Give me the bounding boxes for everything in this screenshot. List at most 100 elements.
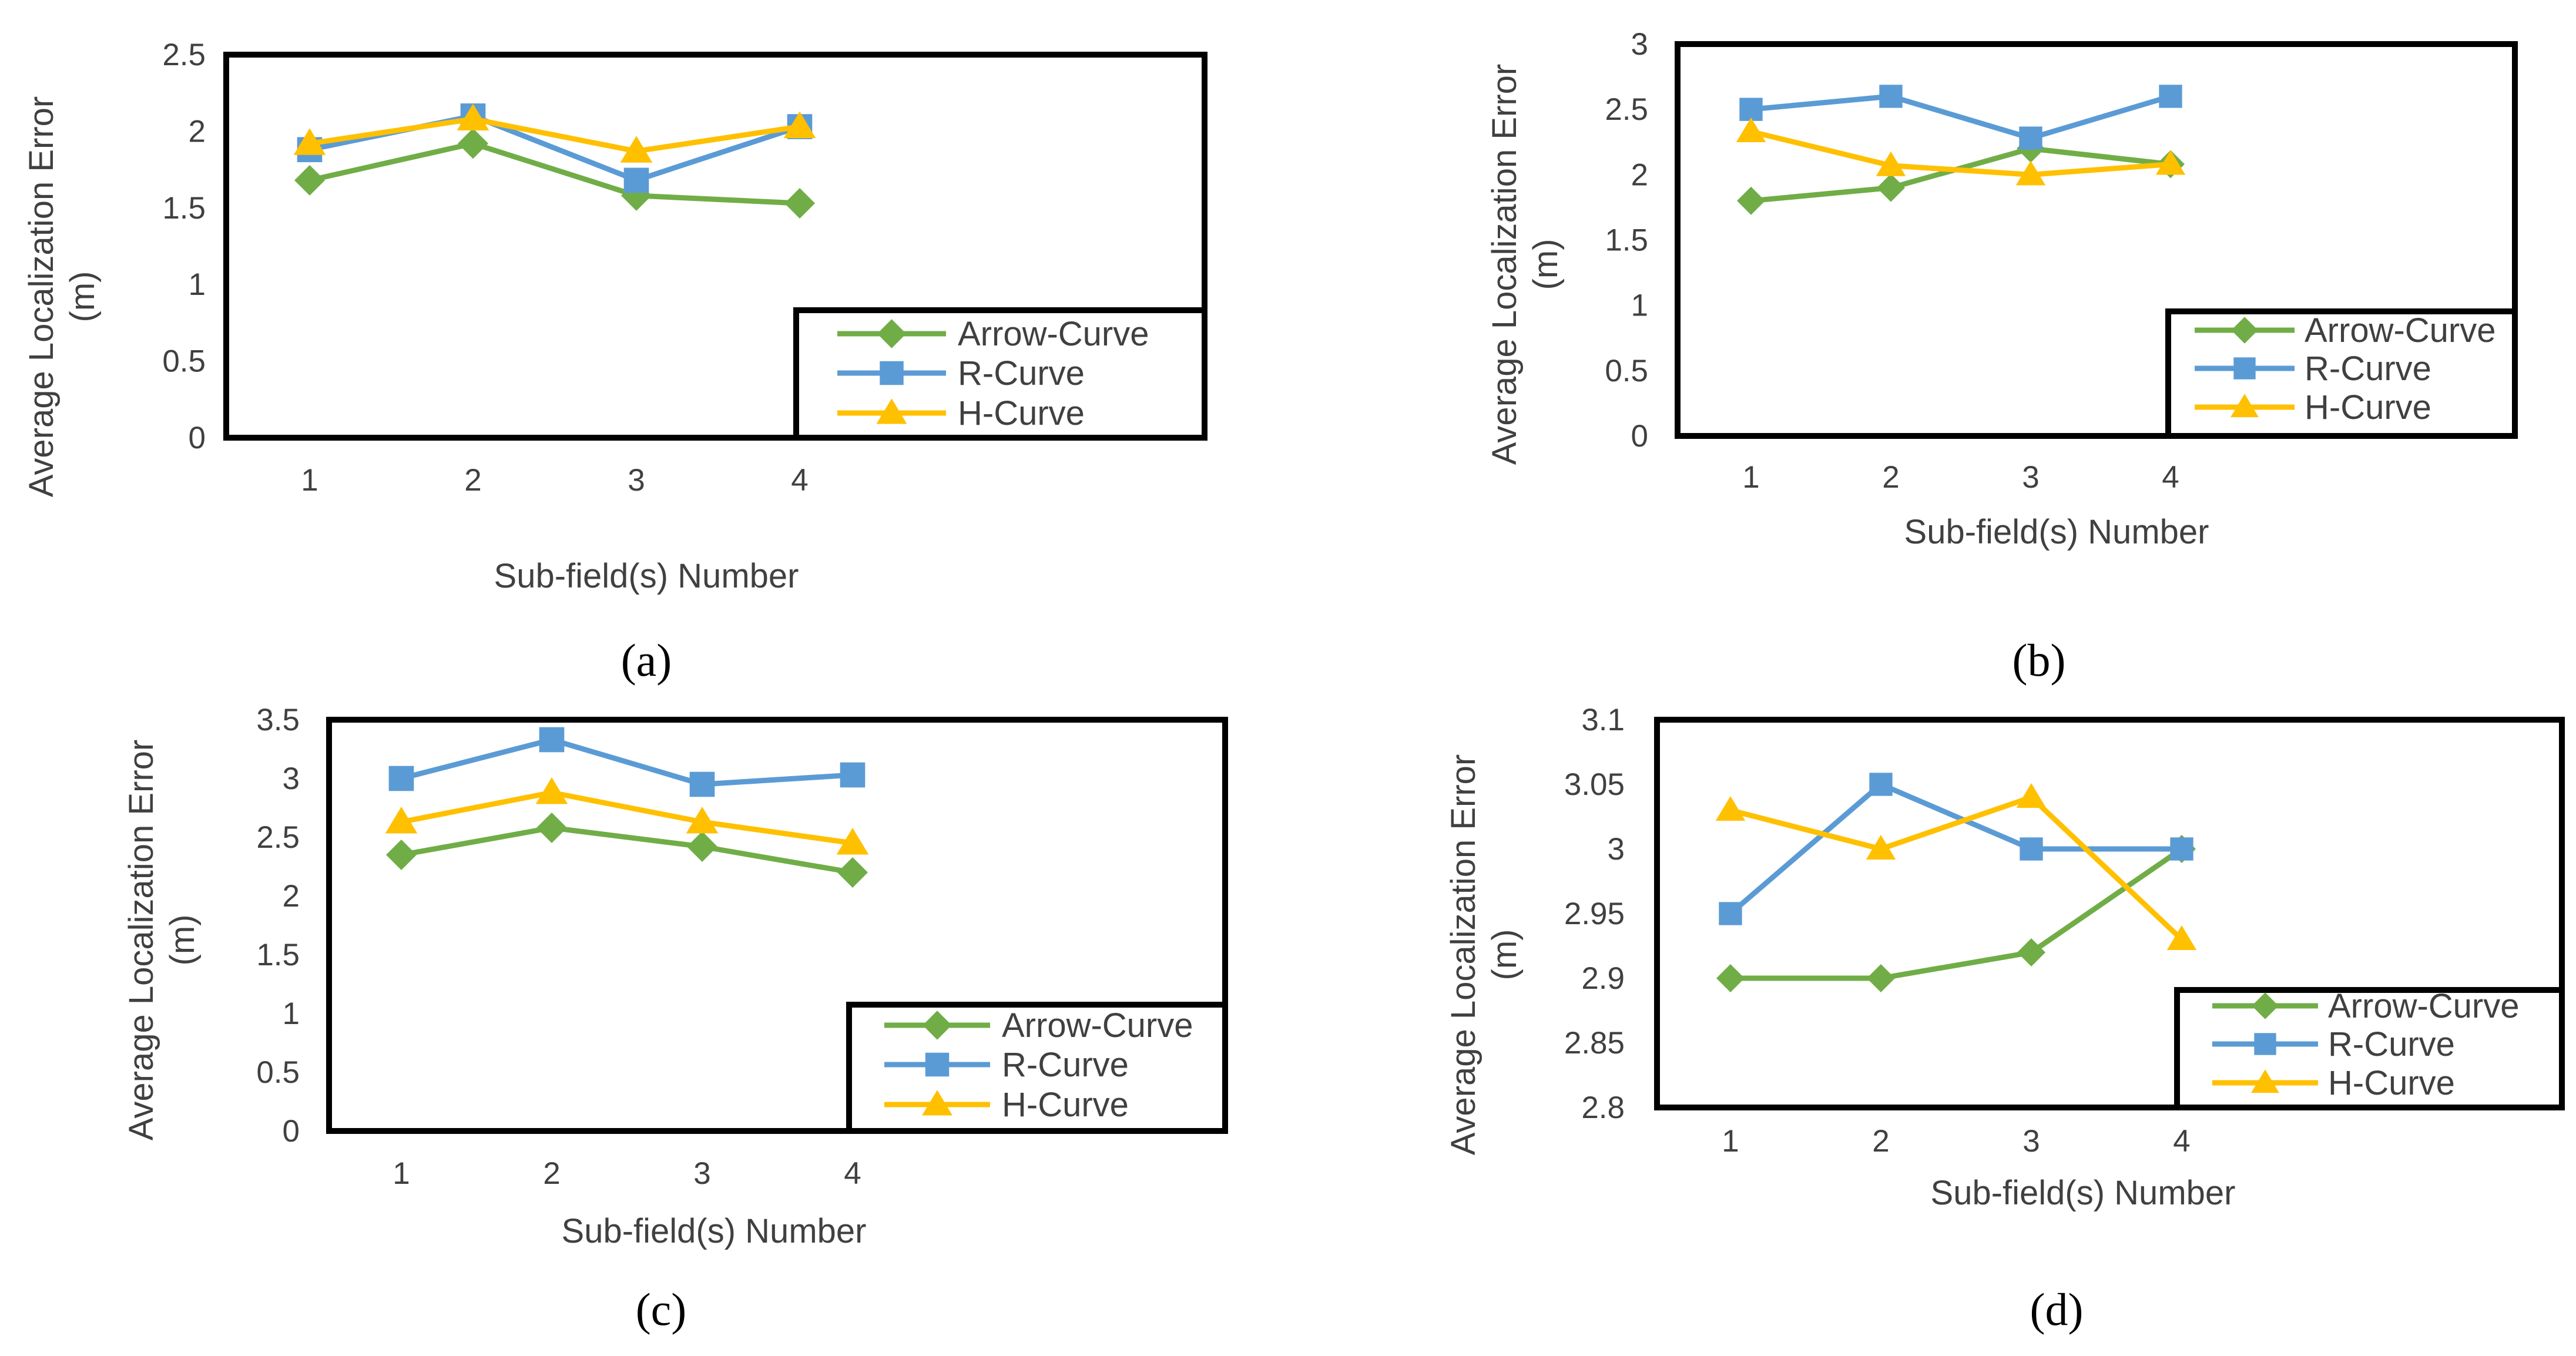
y-tick-label: 2 bbox=[189, 114, 206, 149]
data-point-h-curve bbox=[2155, 150, 2186, 175]
data-point-h-curve bbox=[783, 111, 816, 139]
y-tick-label: 2 bbox=[1631, 157, 1648, 192]
panel-caption: (a) bbox=[621, 635, 672, 686]
legend-box bbox=[2174, 987, 2565, 1110]
y-axis-title: Average Localization Error bbox=[122, 740, 160, 1140]
data-point-h-curve bbox=[1866, 835, 1896, 860]
data-point-r-curve bbox=[2020, 837, 2043, 861]
legend-marker bbox=[2231, 317, 2258, 344]
x-tick-label: 2 bbox=[1882, 460, 1899, 495]
series-line-r-curve bbox=[400, 737, 853, 787]
x-tick-label: 3 bbox=[628, 463, 645, 498]
y-tick-label: 0.5 bbox=[162, 344, 206, 379]
data-point-h-curve bbox=[686, 807, 719, 834]
data-point-h-curve bbox=[293, 128, 326, 155]
data-point-r-curve bbox=[2159, 85, 2182, 108]
legend-marker bbox=[880, 361, 904, 385]
data-point-arrow-curve bbox=[294, 165, 325, 196]
data-point-r-curve bbox=[1869, 773, 1893, 796]
legend-marker bbox=[925, 1052, 950, 1077]
legend-label: H-Curve bbox=[1002, 1086, 1129, 1124]
y-tick-label: 1 bbox=[283, 996, 300, 1031]
y-tick-label: 0.5 bbox=[256, 1055, 300, 1090]
y-axis-title-unit: (m) bbox=[63, 271, 102, 323]
x-tick-label: 2 bbox=[1872, 1124, 1889, 1159]
y-tick-label: 3.5 bbox=[256, 703, 300, 737]
series-line-arrow-curve bbox=[1730, 847, 2183, 981]
data-point-h-curve bbox=[620, 136, 653, 163]
data-point-arrow-curve bbox=[536, 813, 567, 843]
data-point-r-curve bbox=[2019, 126, 2042, 150]
panel-caption: (d) bbox=[2030, 1284, 2084, 1335]
y-tick-label: 1.5 bbox=[256, 938, 300, 972]
data-point-arrow-curve bbox=[837, 857, 868, 888]
data-point-arrow-curve bbox=[386, 840, 417, 870]
panel-caption: (b) bbox=[2012, 635, 2066, 686]
series-line-r-curve bbox=[1729, 781, 2182, 916]
data-point-h-curve bbox=[385, 807, 418, 834]
x-tick-label: 4 bbox=[844, 1156, 861, 1191]
data-point-h-curve bbox=[2166, 925, 2197, 950]
legend-marker bbox=[922, 1090, 952, 1116]
y-tick-label: 3.05 bbox=[1564, 767, 1625, 802]
y-tick-label: 0 bbox=[283, 1114, 300, 1149]
x-axis-title: Sub-field(s) Number bbox=[494, 557, 799, 595]
legend-marker bbox=[2252, 992, 2279, 1019]
legend-label: H-Curve bbox=[958, 394, 1085, 432]
chart-panel-d: 2.8 2.85 2.9 2.95 3 3.05 3.1 1 2 3 4 Sub-field(s) N… bbox=[1444, 703, 2565, 1335]
chart-panel-a: 0 0.5 1 1.5 2 2.5 1 2 3 4 Sub-field(s) Number Avera… bbox=[22, 38, 1208, 686]
y-tick-label: 3 bbox=[1631, 27, 1648, 62]
y-axis-title-unit: (m) bbox=[1485, 929, 1524, 981]
legend-label: H-Curve bbox=[2328, 1064, 2455, 1102]
legend-marker bbox=[2230, 394, 2259, 418]
data-point-arrow-curve bbox=[1716, 964, 1745, 992]
x-tick-label: 4 bbox=[2162, 460, 2179, 495]
data-point-r-curve bbox=[2170, 837, 2193, 861]
legend-label: H-Curve bbox=[2305, 388, 2431, 427]
x-tick-label: 4 bbox=[2173, 1124, 2190, 1159]
y-tick-label: 2 bbox=[283, 879, 300, 914]
y-axis-title-unit: (m) bbox=[1527, 239, 1565, 290]
legend-label: R-Curve bbox=[2328, 1025, 2455, 1063]
data-point-r-curve bbox=[1879, 85, 1903, 108]
x-tick-label: 1 bbox=[393, 1156, 410, 1191]
series-line-arrow-curve bbox=[401, 825, 853, 875]
legend-marker bbox=[876, 398, 907, 424]
series-line-h-curve bbox=[1729, 794, 2184, 942]
data-point-arrow-curve bbox=[458, 128, 488, 159]
data-point-r-curve bbox=[539, 727, 565, 753]
data-point-arrow-curve bbox=[1737, 186, 1765, 215]
x-axis-title: Sub-field(s) Number bbox=[1931, 1174, 2236, 1212]
series-line-arrow-curve bbox=[309, 140, 800, 206]
y-tick-label: 1 bbox=[1631, 288, 1648, 323]
y-axis-title-unit: (m) bbox=[163, 915, 202, 966]
series-line-arrow-curve bbox=[1750, 146, 2171, 204]
data-point-h-curve bbox=[2016, 783, 2047, 808]
x-tick-label: 4 bbox=[791, 463, 808, 498]
y-tick-label: 2.8 bbox=[1581, 1090, 1625, 1125]
legend-marker bbox=[2251, 1069, 2279, 1093]
y-tick-label: 1 bbox=[189, 267, 206, 302]
x-tick-label: 1 bbox=[301, 463, 318, 498]
x-tick-label: 2 bbox=[543, 1156, 560, 1191]
data-point-arrow-curve bbox=[1877, 173, 1905, 202]
data-point-h-curve bbox=[1715, 796, 1746, 821]
y-axis-title: Average Localization Error bbox=[1444, 754, 1482, 1155]
y-tick-label: 3 bbox=[283, 761, 300, 796]
data-point-r-curve bbox=[689, 771, 715, 797]
legend-marker bbox=[2233, 357, 2256, 380]
legend-label: Arrow-Curve bbox=[2328, 987, 2520, 1025]
y-tick-label: 1.5 bbox=[162, 191, 206, 226]
y-tick-label: 0 bbox=[189, 421, 206, 455]
x-axis-title: Sub-field(s) Number bbox=[1904, 513, 2209, 551]
legend-label: Arrow-Curve bbox=[958, 315, 1149, 353]
y-axis-title: Average Localization Error bbox=[22, 96, 61, 497]
data-point-r-curve bbox=[1739, 98, 1763, 121]
legend-marker bbox=[923, 1011, 952, 1040]
data-point-h-curve bbox=[2015, 160, 2046, 186]
panel-caption: (c) bbox=[636, 1284, 687, 1335]
